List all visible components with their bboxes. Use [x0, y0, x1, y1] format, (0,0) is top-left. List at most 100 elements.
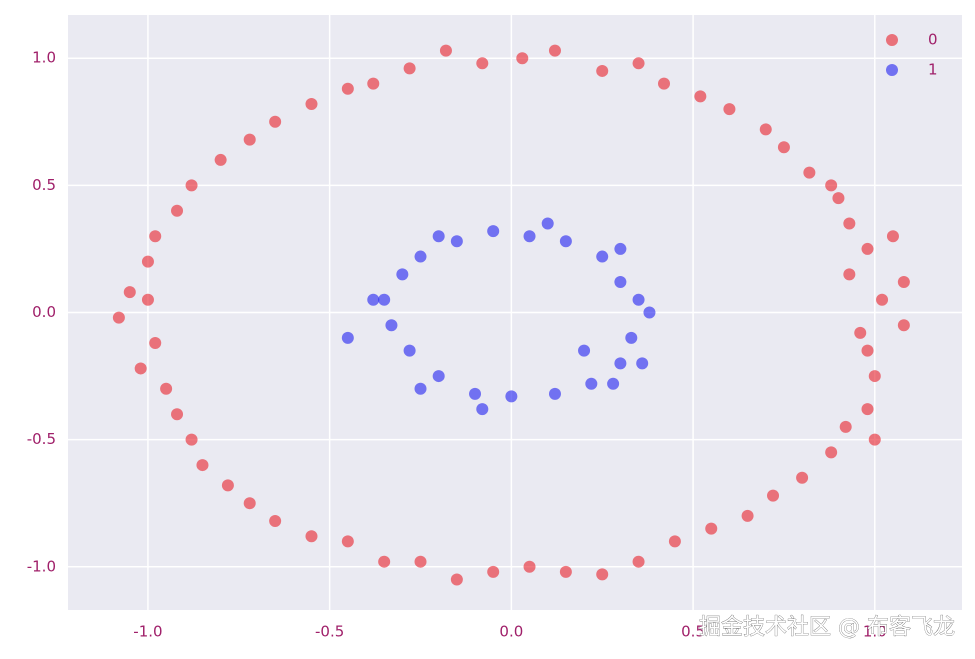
point	[341, 535, 354, 548]
point	[385, 319, 398, 332]
point	[796, 471, 809, 484]
point	[658, 77, 670, 90]
point	[668, 535, 681, 548]
point	[825, 179, 838, 192]
point	[305, 530, 318, 543]
x-tick-label: 0.5	[681, 623, 705, 641]
x-tick-label: -1.0	[133, 623, 162, 641]
point	[843, 217, 856, 230]
point	[548, 44, 561, 57]
point	[341, 331, 354, 344]
point	[171, 408, 184, 421]
point	[450, 235, 463, 248]
point	[367, 77, 380, 90]
point	[432, 370, 445, 383]
point	[705, 522, 718, 535]
point	[476, 403, 489, 416]
point	[614, 357, 627, 370]
point	[403, 344, 416, 357]
point	[134, 362, 147, 375]
point	[596, 568, 609, 581]
point	[767, 489, 780, 502]
point	[632, 555, 645, 568]
point	[861, 242, 874, 255]
point	[160, 382, 173, 395]
point	[643, 306, 656, 319]
point	[759, 123, 772, 136]
point	[112, 311, 125, 324]
point	[149, 337, 162, 350]
point	[439, 44, 452, 57]
point	[269, 515, 282, 528]
point	[221, 479, 234, 492]
legend-label: 1	[928, 61, 938, 79]
point	[214, 153, 227, 166]
point	[578, 344, 591, 357]
point	[585, 377, 598, 390]
point	[523, 560, 536, 573]
point	[378, 293, 391, 306]
point	[832, 192, 845, 205]
point	[632, 57, 645, 70]
x-tick-label: 0.0	[499, 623, 523, 641]
point	[625, 331, 638, 344]
point	[694, 90, 707, 103]
point	[861, 344, 874, 357]
point	[825, 446, 838, 459]
y-tick-label: 0.0	[32, 303, 56, 321]
point	[803, 166, 816, 179]
point	[636, 357, 649, 370]
point	[897, 275, 910, 288]
point	[185, 433, 198, 446]
point	[487, 565, 500, 578]
point	[476, 57, 489, 70]
point	[886, 230, 899, 243]
point	[141, 255, 154, 268]
point	[596, 64, 609, 77]
point	[414, 382, 427, 395]
point	[378, 555, 391, 568]
point	[414, 250, 427, 263]
legend-marker	[886, 64, 898, 76]
y-tick-label: -0.5	[27, 430, 56, 448]
point	[196, 459, 209, 472]
point	[396, 268, 409, 281]
point	[185, 179, 198, 192]
point	[469, 387, 482, 400]
point	[559, 565, 572, 578]
point	[123, 286, 136, 299]
point	[777, 141, 790, 154]
point	[450, 573, 463, 586]
point	[523, 230, 536, 243]
y-tick-label: 0.5	[32, 176, 56, 194]
point	[243, 133, 256, 146]
point	[861, 403, 874, 416]
point	[505, 390, 518, 403]
legend-label: 0	[928, 31, 938, 49]
x-tick-label: -0.5	[315, 623, 344, 641]
point	[843, 268, 856, 281]
point	[607, 377, 620, 390]
point	[432, 230, 445, 243]
point	[403, 62, 416, 75]
point	[487, 225, 500, 238]
point	[559, 235, 572, 248]
point	[741, 509, 754, 522]
point	[854, 326, 867, 339]
point	[243, 497, 256, 510]
y-tick-label: -1.0	[27, 557, 56, 575]
point	[141, 293, 154, 306]
point	[897, 319, 910, 332]
point	[341, 82, 354, 95]
legend-marker	[886, 34, 898, 46]
point	[868, 370, 881, 383]
point	[269, 115, 282, 128]
point	[632, 293, 645, 306]
watermark: 掘金技术社区 @ 布客飞龙	[699, 615, 955, 640]
point	[149, 230, 162, 243]
point	[876, 293, 889, 306]
point	[367, 293, 380, 306]
y-tick-label: 1.0	[32, 49, 56, 67]
point	[614, 275, 627, 288]
